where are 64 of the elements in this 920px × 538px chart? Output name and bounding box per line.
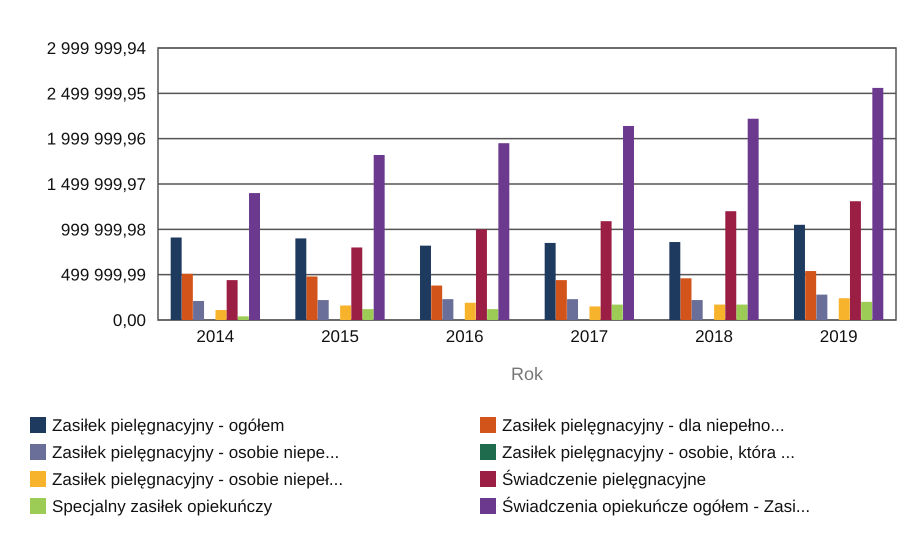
bar xyxy=(193,300,204,320)
bar xyxy=(238,316,249,320)
legend-label: Świadczenia opiekuńcze ogółem - Zasi... xyxy=(502,496,810,516)
bar xyxy=(249,193,260,320)
legend-label: Zasiłek pielęgnacyjny - ogółem xyxy=(52,416,284,435)
bar xyxy=(692,300,703,320)
bar xyxy=(600,221,612,320)
y-tick-label: 1 499 999,97 xyxy=(46,174,146,194)
bar xyxy=(816,294,828,320)
bar xyxy=(838,298,850,320)
x-tick-label: 2018 xyxy=(695,327,733,346)
bar xyxy=(464,302,476,320)
y-tick-label: 2 499 999,95 xyxy=(46,84,146,104)
bar xyxy=(318,300,329,320)
y-tick-label: 999 999,98 xyxy=(60,220,146,240)
bar xyxy=(476,229,487,320)
legend-label: Świadczenie pielęgnacyjne xyxy=(502,468,706,489)
x-tick-label: 2015 xyxy=(321,327,359,346)
bar xyxy=(680,278,692,320)
x-axis-title: Rok xyxy=(510,364,544,384)
y-tick-label: 1 999 999,96 xyxy=(46,130,146,149)
y-tick-label: 0,00 xyxy=(112,310,146,330)
bar xyxy=(861,302,872,320)
bar xyxy=(351,247,362,320)
bar xyxy=(431,286,442,320)
legend-label: Zasiłek pielęgnacyjny - dla niepełno... xyxy=(502,416,785,435)
bar xyxy=(612,304,623,320)
bar xyxy=(556,280,567,320)
bar xyxy=(567,299,578,320)
bar xyxy=(714,304,726,320)
bar xyxy=(736,304,748,320)
bar xyxy=(374,154,385,320)
bar xyxy=(623,126,634,320)
bar xyxy=(362,309,374,320)
bar xyxy=(850,201,861,320)
bar xyxy=(215,310,226,320)
bar xyxy=(725,211,736,320)
bar xyxy=(420,246,431,320)
bar xyxy=(182,274,193,320)
x-tick-label: 2014 xyxy=(196,327,234,346)
bar xyxy=(442,299,454,320)
bar xyxy=(340,305,352,320)
y-tick-label: 2 999 999,94 xyxy=(46,38,146,58)
legend-label: Zasiłek pielęgnacyjny - osobie niepeł... xyxy=(52,470,344,489)
x-tick-label: 2016 xyxy=(446,327,484,346)
bar xyxy=(498,143,510,320)
legend-label: Specjalny zasiłek opiekuńczy xyxy=(52,496,273,516)
bar xyxy=(805,271,816,320)
x-tick-label: 2017 xyxy=(570,327,608,346)
bar xyxy=(872,88,884,320)
x-tick-label: 2019 xyxy=(820,327,858,346)
y-tick-label: 499 999,99 xyxy=(60,266,146,285)
bar xyxy=(295,238,306,320)
bar xyxy=(306,276,318,320)
bar xyxy=(794,224,805,320)
bar xyxy=(748,118,759,320)
bar xyxy=(487,309,498,320)
legend-label: Zasiłek pielęgnacyjny - osobie, która ... xyxy=(502,442,795,462)
bar xyxy=(226,280,238,320)
bar xyxy=(669,242,680,320)
bar xyxy=(589,306,600,320)
bar xyxy=(544,242,556,320)
bar xyxy=(170,237,182,320)
legend-label: Zasiłek pielęgnacyjny - osobie niepe... xyxy=(52,442,340,462)
